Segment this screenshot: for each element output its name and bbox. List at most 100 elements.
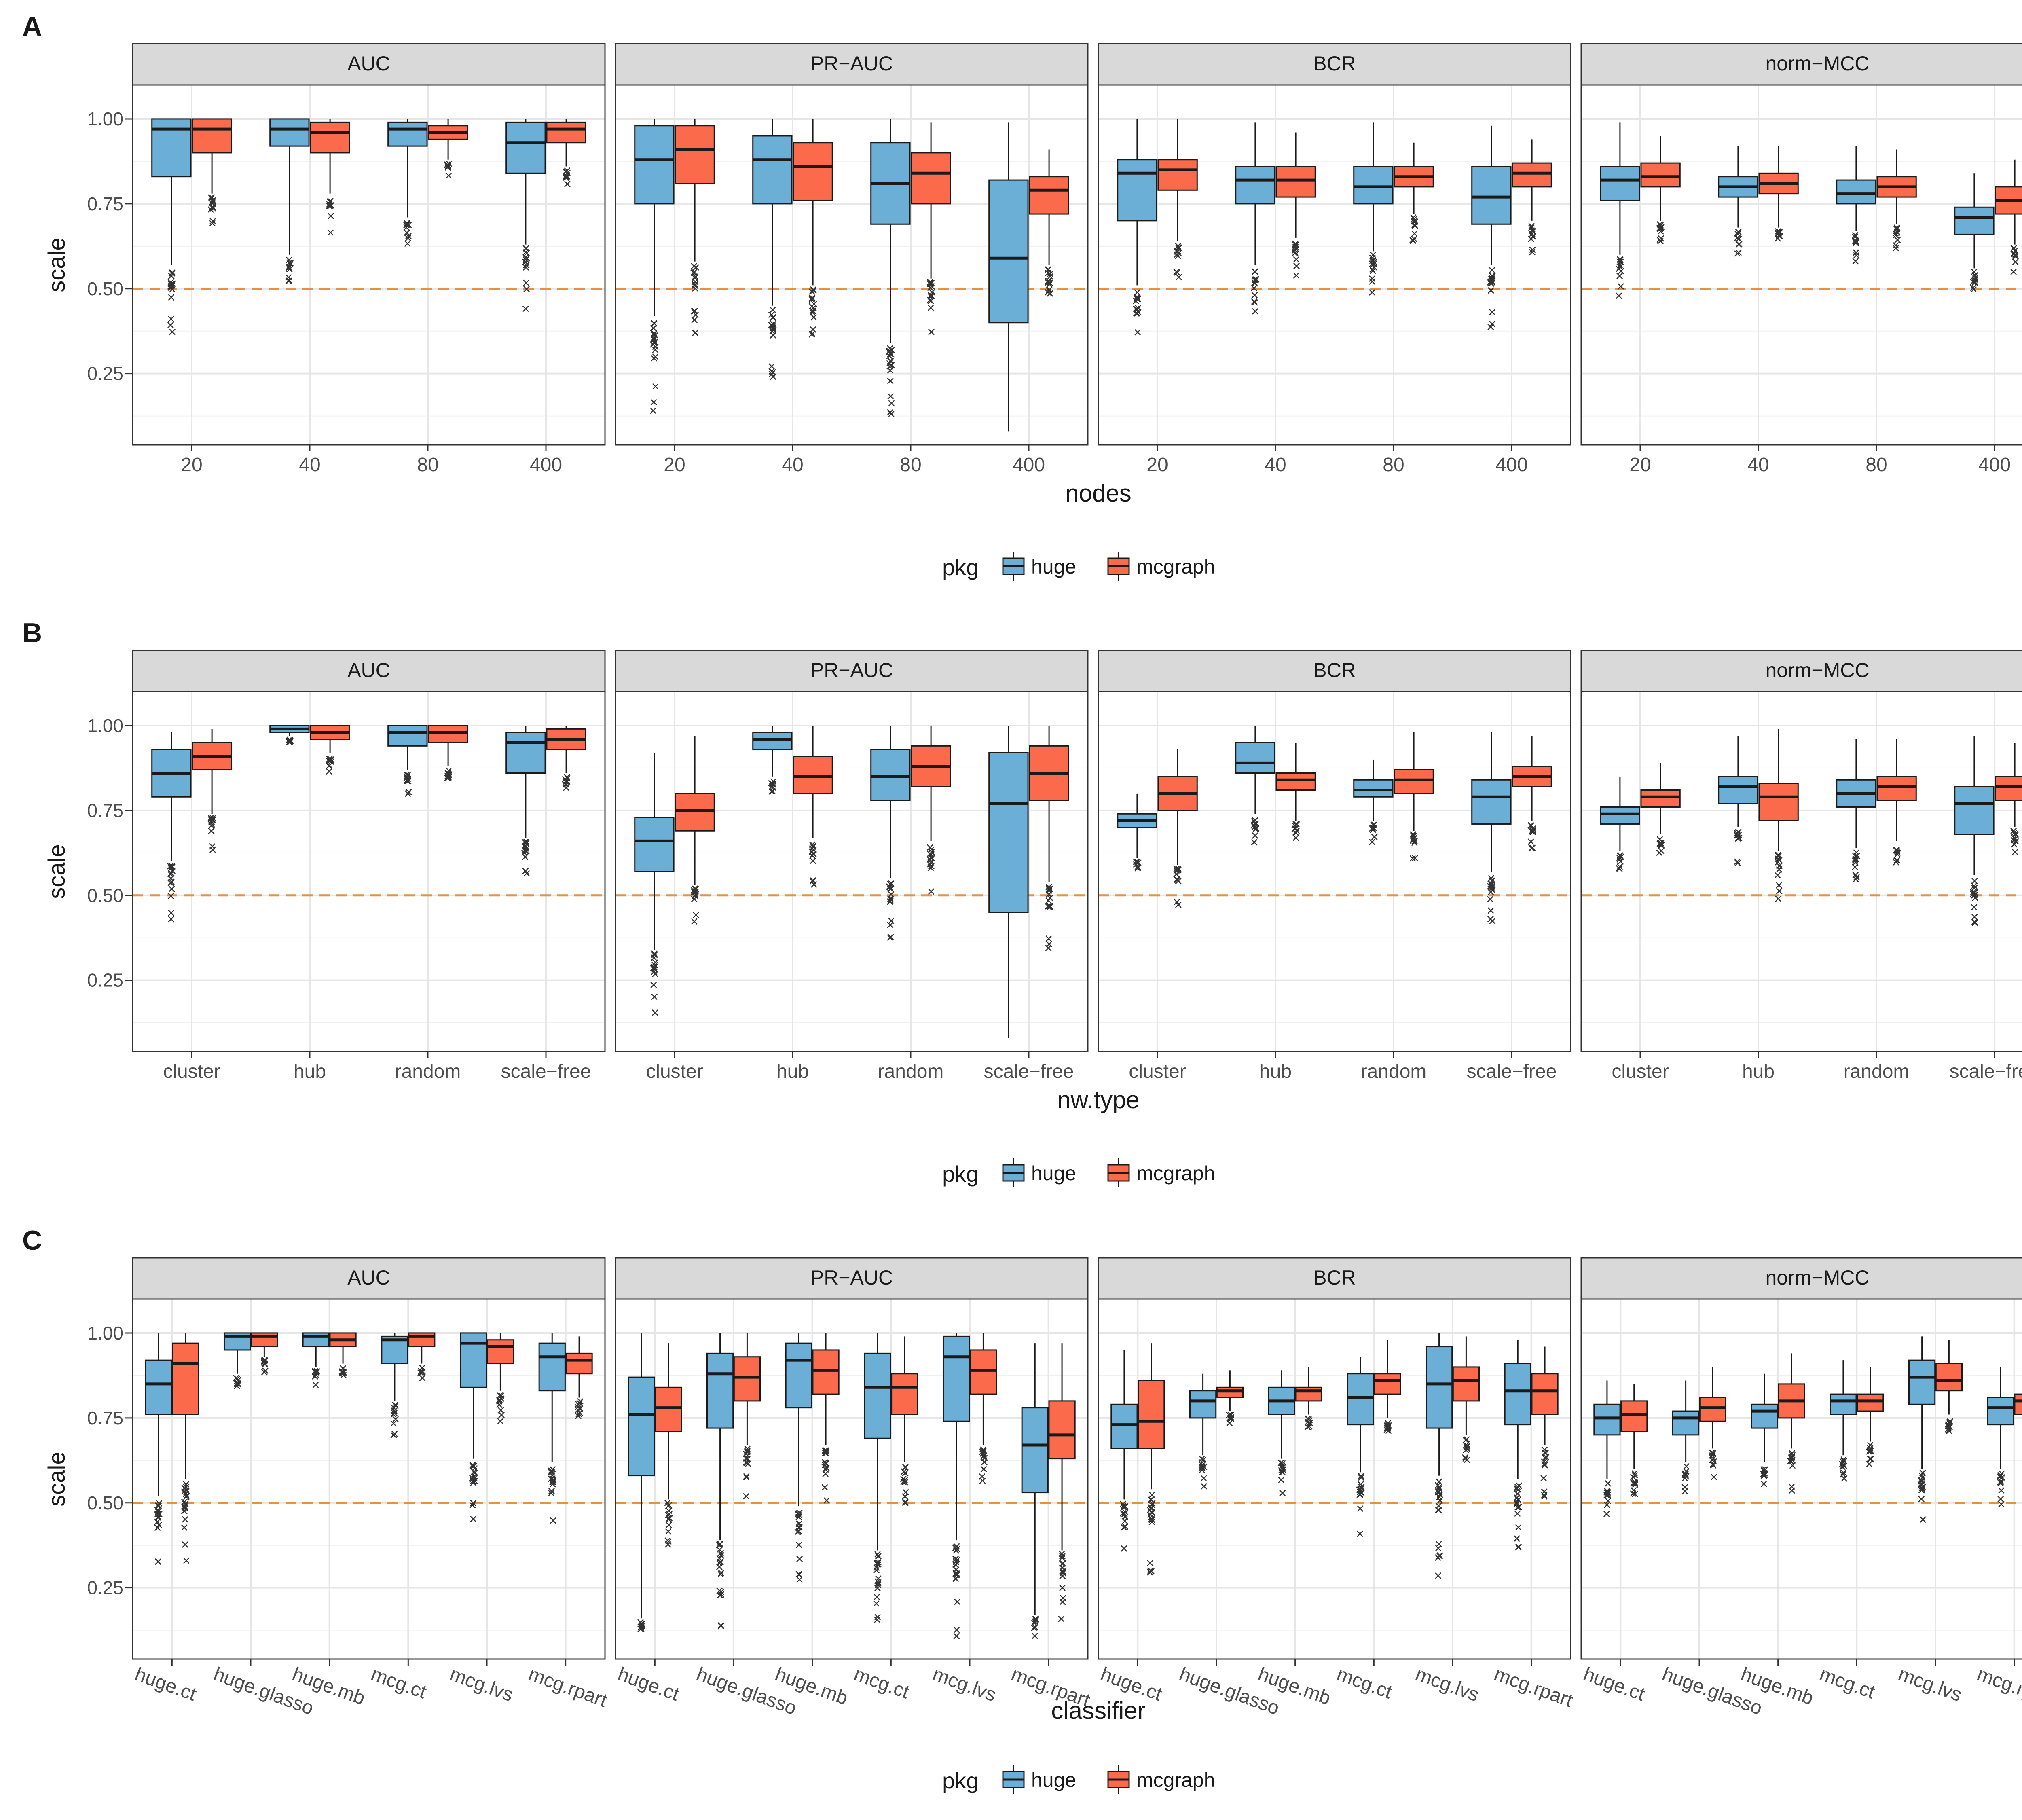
- outlier-point: [1058, 1615, 1065, 1622]
- x-tick-label: random: [1844, 1061, 1910, 1082]
- outlier-point: [1291, 822, 1298, 829]
- box-huge: [1751, 1373, 1778, 1487]
- outlier-point: [887, 885, 894, 892]
- box-huge: [387, 119, 428, 247]
- outlier-point: [809, 841, 816, 848]
- outlier-point: [902, 1493, 908, 1500]
- outlier-point: [286, 264, 292, 271]
- box-iqr: [1593, 1403, 1621, 1436]
- outlier-point: [312, 1382, 319, 1388]
- outlier-point: [497, 1418, 504, 1424]
- outlier-point: [1046, 281, 1053, 288]
- outlier-point: [1919, 1474, 1926, 1481]
- outlier-point: [1528, 236, 1534, 242]
- outlier-point: [1541, 1458, 1548, 1465]
- outlier-point: [1852, 258, 1859, 265]
- outlier-point: [1893, 859, 1899, 866]
- outlier-point: [1411, 235, 1417, 242]
- outlier-point: [404, 220, 410, 227]
- outlier-point: [1059, 1599, 1066, 1605]
- box-iqr: [1600, 806, 1640, 825]
- legend-entry-label: huge: [1031, 555, 1076, 578]
- plot-background: [1098, 692, 1571, 1052]
- x-tick-label: cluster: [646, 1061, 703, 1082]
- outlier-point: [1920, 1516, 1926, 1523]
- outlier-point: [873, 1567, 880, 1574]
- outlier-point: [1133, 298, 1139, 305]
- outlier-point: [1253, 276, 1260, 283]
- outlier-point: [650, 965, 657, 971]
- outlier-point: [1852, 863, 1858, 870]
- outlier-point: [928, 888, 935, 895]
- outlier-point: [1147, 1560, 1153, 1566]
- box-iqr: [1425, 1346, 1453, 1429]
- outlier-point: [901, 1468, 907, 1475]
- outlier-point: [821, 1484, 828, 1491]
- outlier-point: [328, 213, 334, 219]
- box-iqr: [1718, 776, 1758, 804]
- box-mcgraph: [1640, 135, 1681, 245]
- outlier-point: [1304, 1424, 1311, 1431]
- box-iqr: [634, 817, 675, 872]
- box-huge: [864, 1333, 891, 1623]
- box-iqr: [1876, 776, 1917, 801]
- outlier-point: [1946, 1420, 1953, 1427]
- box-iqr: [812, 1349, 840, 1395]
- outlier-point: [564, 181, 571, 187]
- outlier-point: [1226, 1415, 1233, 1422]
- box-mcgraph: [1029, 725, 1069, 951]
- outlier-point: [1761, 1471, 1768, 1478]
- outlier-point: [168, 886, 175, 892]
- facet-border: [1098, 1298, 1571, 1660]
- facet-border: [615, 84, 1089, 446]
- box-iqr: [1995, 776, 2022, 801]
- outlier-point: [770, 326, 777, 333]
- plot-background: [1098, 85, 1571, 445]
- outlier-point: [390, 1432, 397, 1439]
- outlier-point: [313, 1368, 320, 1375]
- outlier-point: [1134, 860, 1141, 867]
- outlier-point: [1630, 1487, 1637, 1494]
- outlier-point: [1775, 895, 1781, 902]
- outlier-point: [768, 368, 775, 375]
- x-axis-title: classifier: [1051, 1697, 1145, 1724]
- outlier-point: [1356, 1530, 1363, 1537]
- box-iqr: [1830, 1393, 1857, 1415]
- box-mcgraph: [1275, 132, 1316, 279]
- outlier-point: [1291, 250, 1298, 256]
- outlier-point: [875, 1559, 882, 1566]
- outlier-point: [522, 245, 529, 252]
- x-tick-label: 20: [181, 454, 202, 476]
- box-iqr: [675, 793, 715, 832]
- outlier-point: [1059, 1554, 1066, 1561]
- outlier-point: [2010, 269, 2017, 275]
- outlier-point: [168, 315, 174, 322]
- outlier-point: [954, 1598, 961, 1605]
- outlier-point: [928, 863, 935, 870]
- box-iqr: [428, 725, 468, 743]
- box-huge: [1718, 736, 1758, 866]
- outlier-point: [1175, 902, 1182, 908]
- outlier-point: [887, 350, 893, 357]
- outlier-point: [1369, 278, 1375, 285]
- outlier-point: [1148, 1501, 1155, 1508]
- outlier-point: [1853, 249, 1859, 256]
- box-iqr: [1699, 1397, 1727, 1422]
- facet-strip-label: BCR: [1313, 659, 1356, 681]
- outlier-point: [1616, 273, 1623, 279]
- outlier-point: [1434, 1482, 1441, 1489]
- outlier-point: [1515, 1544, 1522, 1551]
- outlier-point: [886, 353, 893, 359]
- outlier-point: [902, 1470, 908, 1477]
- box-huge: [706, 1333, 734, 1630]
- outlier-point: [1305, 1416, 1312, 1423]
- facet-strip-label: BCR: [1313, 52, 1356, 75]
- box-huge: [1425, 1333, 1453, 1579]
- outlier-point: [1252, 268, 1258, 275]
- outlier-point: [1971, 878, 1978, 885]
- x-tick-label: mcg.lvs: [930, 1663, 999, 1706]
- outlier-point: [692, 308, 698, 315]
